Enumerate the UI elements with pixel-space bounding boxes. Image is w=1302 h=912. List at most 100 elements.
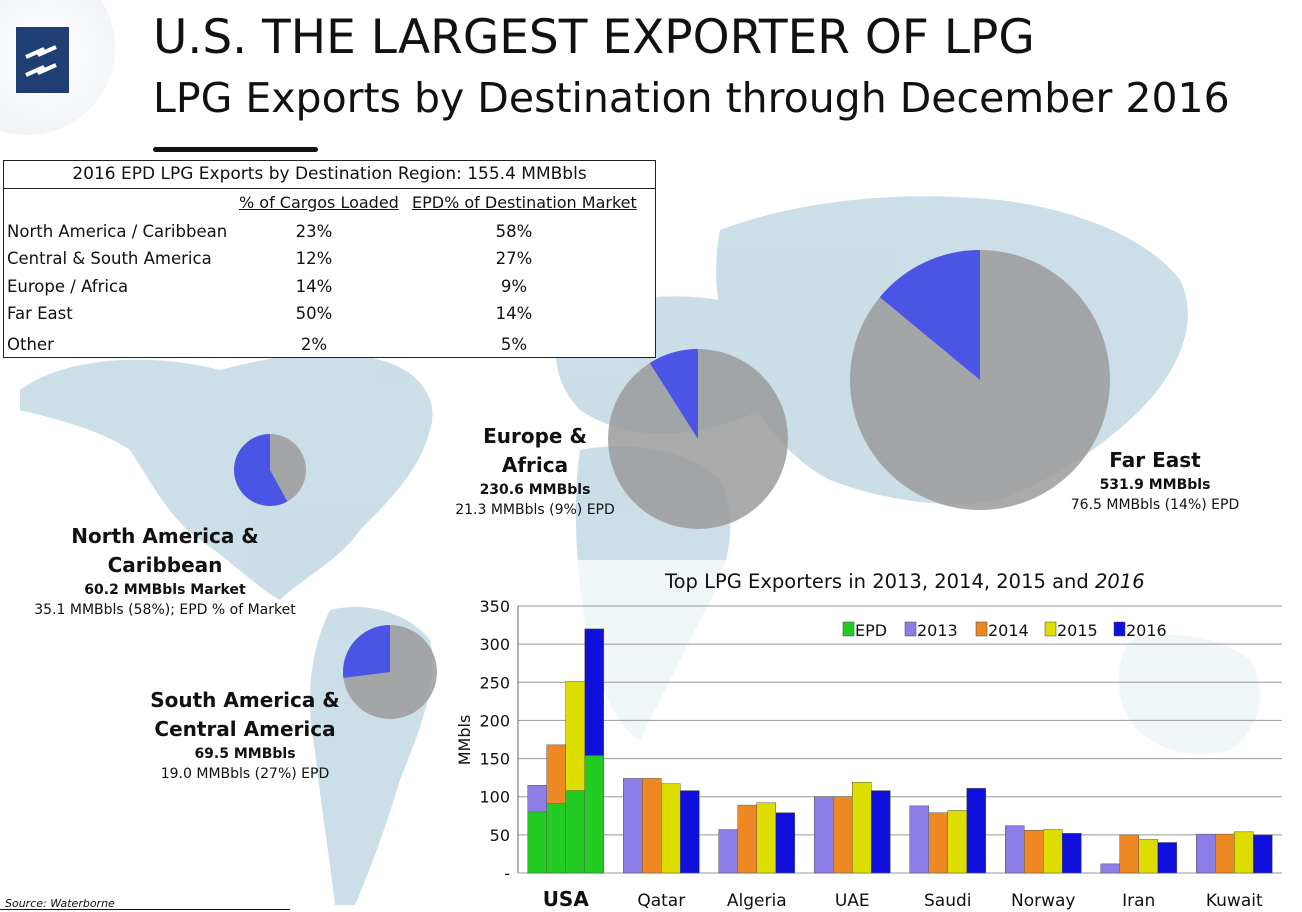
y-axis-label: MMbls — [455, 715, 474, 766]
bar-norway-2014 — [1024, 830, 1044, 874]
y-tick-label: 50 — [490, 826, 510, 845]
row-epd: 14% — [495, 304, 533, 323]
table-row: North America / Caribbean 23% 58% — [4, 219, 655, 245]
y-tick-label: 350 — [479, 597, 510, 616]
table-header-cargos: % of Cargos Loaded — [239, 193, 399, 212]
page-subtitle: LPG Exports by Destination through Decem… — [153, 74, 1230, 122]
x-tick-label: Saudi — [924, 891, 972, 911]
region-market: 531.9 MMBbls — [1099, 477, 1211, 493]
region-name: South America & — [150, 688, 340, 712]
bar-iran-2016 — [1157, 842, 1177, 874]
bar-saudi-2016 — [966, 788, 986, 874]
table-row: Other 2% 5% — [4, 332, 655, 358]
bar-saudi-2013 — [909, 805, 929, 874]
x-tick-label: UAE — [835, 891, 870, 911]
row-cargos: 14% — [295, 277, 333, 296]
legend-label-2015: 2015 — [1057, 621, 1098, 640]
bar-saudi-2015 — [947, 810, 967, 874]
x-tick-label: USA — [543, 887, 590, 911]
bar-kuwait-2016 — [1253, 834, 1273, 874]
bar-kuwait-2015 — [1234, 831, 1254, 874]
region-label-south-america: South America & Central America 69.5 MMB… — [130, 686, 360, 784]
row-cargos: 50% — [295, 304, 333, 323]
x-tick-label: Iran — [1122, 891, 1155, 911]
y-tick-label: 100 — [479, 788, 510, 807]
legend-swatch-2013 — [904, 621, 917, 637]
legend-swatch-EPD — [842, 621, 855, 637]
chart-title: Top LPG Exporters in 2013, 2014, 2015 an… — [665, 570, 1145, 593]
row-epd: 27% — [495, 249, 533, 268]
region-epd: 19.0 MMBbls (27%) EPD — [160, 766, 330, 782]
row-region: Europe / Africa — [7, 277, 129, 296]
page-title: U.S. THE LARGEST EXPORTER OF LPG — [153, 10, 1035, 65]
pie-north_america-epd-slice — [234, 434, 288, 506]
region-market: 69.5 MMBbls — [194, 746, 296, 762]
x-tick-label: Qatar — [637, 891, 685, 911]
pie-europe_africa-epd-slice — [649, 349, 698, 439]
region-name: Europe & — [483, 424, 587, 448]
row-epd: 5% — [500, 335, 528, 354]
bar-kuwait-2014 — [1215, 833, 1235, 874]
bar-iran-2015 — [1138, 839, 1158, 874]
region-name: Central America — [154, 717, 336, 741]
bar-algeria-2013 — [718, 829, 738, 874]
north-america-landmass — [20, 352, 433, 600]
region-market: 230.6 MMBbls — [479, 482, 591, 498]
region-name: Far East — [1109, 448, 1201, 472]
region-epd: 21.3 MMBbls (9%) EPD — [455, 502, 615, 518]
region-label-north-america: North America & Caribbean 60.2 MMBbls Ma… — [30, 522, 300, 620]
y-tick-label: 300 — [479, 635, 510, 654]
chart-title-text: Top LPG Exporters in 2013, 2014, 2015 an… — [665, 570, 1095, 593]
bar-algeria-2014 — [737, 804, 757, 874]
bar-usa-epd-2015 — [565, 790, 585, 874]
bar-kuwait-2013 — [1196, 833, 1216, 874]
row-region: North America / Caribbean — [7, 222, 228, 241]
row-cargos: 23% — [295, 222, 333, 241]
row-region: Central & South America — [7, 249, 212, 268]
source-underline — [0, 909, 290, 910]
row-epd: 58% — [495, 222, 533, 241]
bar-norway-2013 — [1005, 825, 1025, 874]
region-label-far-east: Far East 531.9 MMBbls 76.5 MMBbls (14%) … — [1055, 446, 1255, 515]
legend-swatch-2015 — [1044, 621, 1057, 637]
y-tick-label: 250 — [479, 673, 510, 692]
y-tick-label: 150 — [479, 750, 510, 769]
pie-south_america-epd-slice — [343, 625, 390, 678]
region-label-europe-africa: Europe & Africa 230.6 MMBbls 21.3 MMBbls… — [420, 422, 650, 520]
row-cargos: 2% — [300, 335, 328, 354]
region-epd: 76.5 MMBbls (14%) EPD — [1070, 497, 1240, 513]
row-cargos: 12% — [295, 249, 333, 268]
table-row: Europe / Africa 14% 9% — [4, 274, 655, 300]
table-header-epd: EPD% of Destination Market — [412, 193, 637, 212]
row-region: Other — [7, 335, 54, 354]
y-tick-label: 200 — [479, 711, 510, 730]
bar-uae-2015 — [852, 781, 872, 874]
legend-swatch-2014 — [975, 621, 988, 637]
bar-usa-epd-2014 — [546, 803, 566, 874]
bar-qatar-2013 — [623, 778, 643, 874]
title-underline — [153, 147, 318, 152]
bar-iran-2013 — [1100, 863, 1120, 874]
pie-far_east-epd-slice — [879, 250, 980, 380]
bar-uae-2013 — [814, 796, 834, 874]
x-tick-label: Kuwait — [1206, 891, 1263, 911]
bar-norway-2016 — [1062, 833, 1082, 874]
bar-algeria-2016 — [775, 812, 795, 874]
bar-qatar-2015 — [661, 783, 681, 874]
chart-title-year: 2016 — [1094, 570, 1145, 593]
table-row: Central & South America 12% 27% — [4, 246, 655, 272]
legend-label-2013: 2013 — [917, 621, 958, 640]
table-row: Far East 50% 14% — [4, 301, 655, 327]
y-tick-label: - — [504, 864, 510, 883]
bar-qatar-2014 — [642, 778, 662, 874]
bar-uae-2016 — [871, 790, 891, 874]
region-name: North America & — [71, 524, 259, 548]
legend-label-2014: 2014 — [988, 621, 1029, 640]
bar-algeria-2015 — [756, 802, 776, 874]
bar-norway-2015 — [1043, 829, 1063, 874]
bar-saudi-2014 — [928, 812, 948, 874]
legend-swatch-2016 — [1113, 621, 1126, 637]
row-epd: 9% — [500, 277, 528, 296]
company-logo-icon — [16, 27, 69, 93]
